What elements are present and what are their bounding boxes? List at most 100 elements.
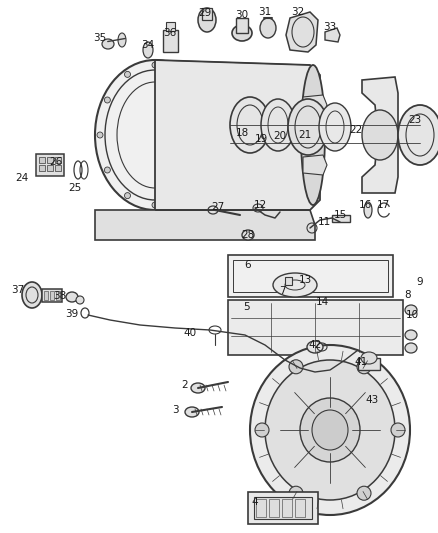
Text: 21: 21 — [298, 130, 311, 140]
Ellipse shape — [102, 39, 114, 49]
Ellipse shape — [124, 71, 131, 77]
Text: 37: 37 — [11, 285, 25, 295]
Bar — [39, 157, 45, 163]
Ellipse shape — [66, 292, 78, 302]
Ellipse shape — [180, 71, 186, 77]
Ellipse shape — [391, 423, 405, 437]
Polygon shape — [286, 12, 318, 52]
Text: 38: 38 — [53, 291, 67, 301]
Ellipse shape — [242, 230, 254, 240]
Ellipse shape — [185, 407, 199, 417]
Ellipse shape — [250, 345, 410, 515]
Ellipse shape — [265, 360, 395, 500]
Bar — [228, 300, 403, 355]
Ellipse shape — [298, 355, 308, 365]
Ellipse shape — [319, 103, 351, 151]
Bar — [332, 215, 350, 222]
Text: 5: 5 — [244, 302, 250, 312]
Ellipse shape — [405, 343, 417, 353]
Text: 10: 10 — [406, 310, 419, 320]
Text: 22: 22 — [350, 125, 363, 135]
Ellipse shape — [289, 360, 303, 374]
Ellipse shape — [200, 167, 205, 173]
Bar — [295, 499, 305, 517]
Text: 8: 8 — [405, 290, 411, 300]
Ellipse shape — [300, 398, 360, 462]
Text: 2: 2 — [182, 380, 188, 390]
Text: 9: 9 — [417, 277, 423, 287]
Text: 14: 14 — [315, 297, 328, 307]
Ellipse shape — [405, 305, 417, 315]
Bar — [55, 165, 61, 171]
Text: 28: 28 — [241, 230, 254, 240]
Bar — [42, 289, 62, 302]
Text: 42: 42 — [308, 340, 321, 350]
Bar — [202, 8, 212, 20]
Text: 19: 19 — [254, 134, 268, 144]
Ellipse shape — [398, 105, 438, 165]
Text: 26: 26 — [49, 157, 63, 167]
Bar — [163, 30, 178, 52]
Ellipse shape — [301, 65, 325, 205]
Ellipse shape — [361, 352, 377, 364]
Bar — [55, 157, 61, 163]
Text: 20: 20 — [273, 131, 286, 141]
Text: 6: 6 — [245, 260, 251, 270]
Text: 39: 39 — [65, 309, 79, 319]
Bar — [233, 260, 388, 292]
Ellipse shape — [312, 410, 348, 450]
Ellipse shape — [143, 42, 153, 58]
Ellipse shape — [76, 296, 84, 304]
Ellipse shape — [22, 282, 42, 308]
Bar — [282, 499, 292, 517]
Ellipse shape — [152, 202, 158, 208]
Bar — [285, 277, 292, 285]
Bar — [36, 154, 64, 176]
Ellipse shape — [289, 486, 303, 500]
Text: 31: 31 — [258, 7, 272, 17]
Bar — [47, 157, 53, 163]
Ellipse shape — [152, 62, 158, 68]
Ellipse shape — [198, 8, 216, 32]
Text: 36: 36 — [163, 28, 177, 38]
Polygon shape — [303, 95, 327, 115]
Text: 13: 13 — [298, 275, 311, 285]
Bar — [47, 165, 53, 171]
Ellipse shape — [230, 97, 270, 153]
Ellipse shape — [232, 25, 252, 41]
Ellipse shape — [255, 423, 269, 437]
Ellipse shape — [191, 383, 205, 393]
Text: 29: 29 — [198, 8, 212, 18]
Ellipse shape — [260, 18, 276, 38]
Ellipse shape — [124, 192, 131, 199]
Bar — [44, 291, 48, 300]
Bar — [256, 499, 266, 517]
Text: 34: 34 — [141, 40, 155, 50]
Polygon shape — [325, 28, 340, 42]
Ellipse shape — [362, 110, 398, 160]
Text: 40: 40 — [184, 328, 197, 338]
Text: 16: 16 — [358, 200, 371, 210]
Polygon shape — [155, 60, 320, 210]
Ellipse shape — [104, 97, 110, 103]
Ellipse shape — [364, 202, 372, 218]
Bar — [39, 165, 45, 171]
Bar — [254, 497, 312, 519]
Ellipse shape — [207, 132, 213, 138]
Bar — [166, 22, 175, 31]
Ellipse shape — [288, 99, 328, 155]
Text: 7: 7 — [279, 286, 285, 296]
Ellipse shape — [200, 97, 205, 103]
Text: 4: 4 — [252, 497, 258, 507]
Text: 3: 3 — [172, 405, 178, 415]
Text: 17: 17 — [376, 200, 390, 210]
Ellipse shape — [273, 273, 317, 297]
Bar — [50, 291, 54, 300]
Ellipse shape — [357, 360, 371, 374]
Ellipse shape — [357, 486, 371, 500]
Text: 33: 33 — [323, 22, 337, 32]
Ellipse shape — [180, 192, 186, 199]
Text: 15: 15 — [333, 210, 346, 220]
Text: 24: 24 — [15, 173, 28, 183]
Bar — [228, 255, 393, 297]
